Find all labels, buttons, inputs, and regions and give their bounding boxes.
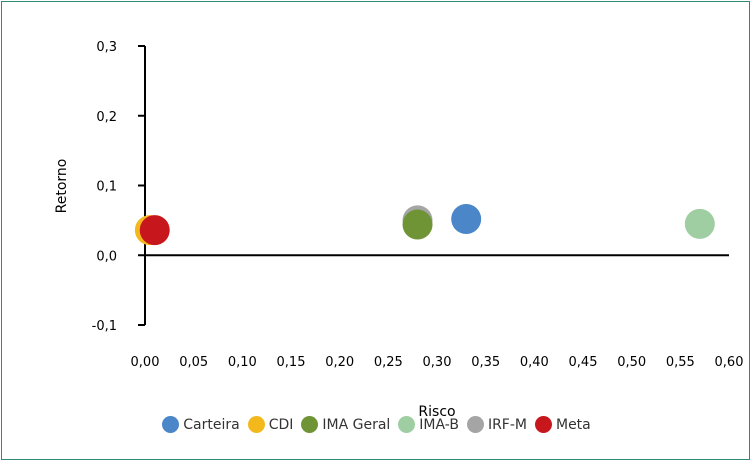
legend-label: CDI bbox=[268, 416, 294, 433]
x-tick-label: 0,45 bbox=[569, 355, 598, 370]
y-tick-label: 0,3 bbox=[96, 40, 117, 55]
legend-label: Meta bbox=[555, 416, 591, 433]
legend-item-irf-m: IRF-M bbox=[466, 416, 527, 433]
x-axis-title: Risco bbox=[418, 404, 455, 420]
x-tick-label: 0,40 bbox=[520, 355, 549, 370]
point-carteira bbox=[451, 203, 482, 234]
point-ima-b bbox=[684, 208, 715, 239]
legend-item-ima-b: IMA-B bbox=[398, 416, 459, 433]
y-tick-label: -0,1 bbox=[92, 319, 117, 334]
legend-label: IMA-B bbox=[419, 416, 459, 433]
legend-marker bbox=[534, 416, 552, 433]
x-tick-label: 0,30 bbox=[423, 355, 452, 370]
x-tick-label: 0,10 bbox=[228, 355, 257, 370]
legend-item-ima-geral: IMA Geral bbox=[301, 416, 390, 433]
legend-label: IRF-M bbox=[487, 416, 527, 433]
legend-marker bbox=[162, 416, 180, 433]
y-axis-title: Retorno bbox=[54, 159, 70, 214]
legend-marker bbox=[398, 416, 416, 433]
point-ima-geral bbox=[402, 209, 433, 240]
legend-item-meta: Meta bbox=[534, 416, 591, 433]
legend-label: Carteira bbox=[183, 416, 240, 433]
x-tick-label: 0,00 bbox=[131, 355, 160, 370]
legend-label: IMA Geral bbox=[322, 416, 391, 433]
x-tick-label: 0,25 bbox=[374, 355, 403, 370]
legend: Carteira CDI IMA Geral IMA-B IRF-M Meta bbox=[0, 416, 753, 440]
point-meta bbox=[139, 215, 170, 246]
x-tick-label: 0,55 bbox=[666, 355, 695, 370]
legend-item-cdi: CDI bbox=[247, 416, 294, 433]
x-tick-label: 0,35 bbox=[471, 355, 500, 370]
legend-marker bbox=[247, 416, 265, 433]
x-tick-label: 0,20 bbox=[325, 355, 354, 370]
x-tick-label: 0,05 bbox=[179, 355, 208, 370]
legend-marker bbox=[301, 416, 319, 433]
legend-marker bbox=[466, 416, 484, 433]
x-tick-label: 0,15 bbox=[277, 355, 306, 370]
legend-item-carteira: Carteira bbox=[162, 416, 240, 433]
y-tick-label: 0,2 bbox=[96, 110, 117, 125]
y-tick-label: 0,0 bbox=[96, 249, 117, 264]
y-tick-label: 0,1 bbox=[96, 180, 117, 195]
x-tick-label: 0,60 bbox=[715, 355, 744, 370]
x-tick-label: 0,50 bbox=[617, 355, 646, 370]
